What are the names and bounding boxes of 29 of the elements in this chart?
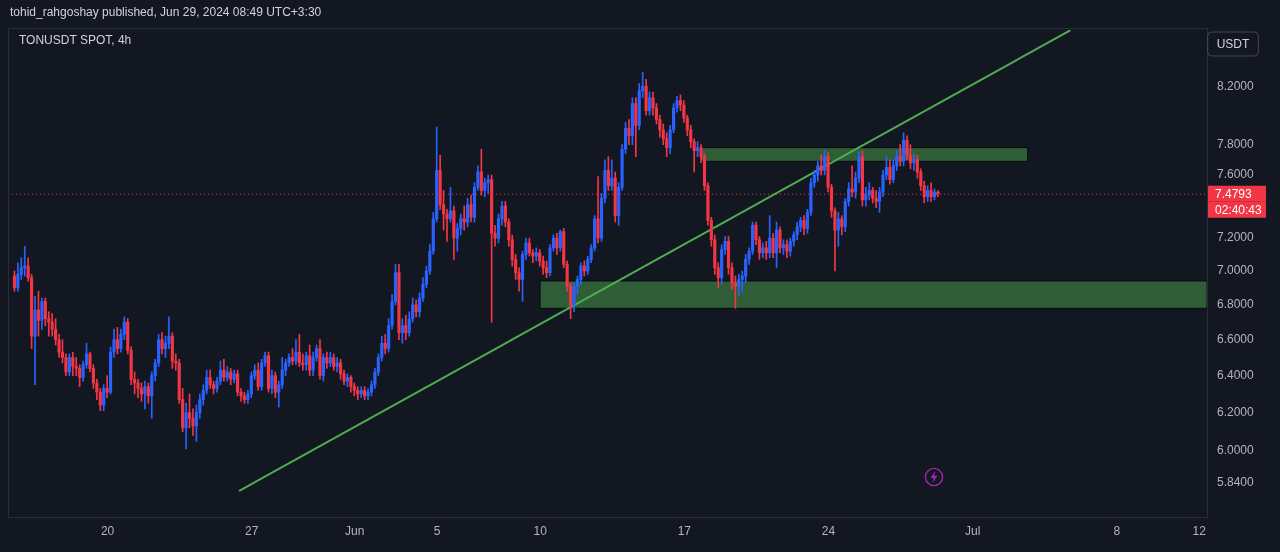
candlestick — [912, 153, 916, 171]
text: tohid_rahgoshay published, Jun 29, 2024 08:49 UTC+3:30 — [10, 5, 322, 20]
y-tick-label: 8.2000 — [1217, 78, 1255, 93]
text: TONUSDT SPOT, 4h — [19, 33, 132, 48]
y-tick-label: 6.6000 — [1217, 332, 1255, 347]
x-tick-label: 5 — [433, 523, 441, 538]
y-axis-title: USDT — [1216, 36, 1250, 51]
y-tick-label: 7.6000 — [1217, 167, 1255, 182]
x-tick-label: 10 — [533, 523, 548, 538]
x-tick-label: 17 — [677, 523, 692, 538]
ref-line-label: 7.4793 — [1215, 186, 1253, 201]
y-tick-label: 6.8000 — [1217, 297, 1255, 312]
x-tick-label: Jun — [345, 523, 365, 538]
x-tick-label: Jul — [965, 523, 981, 538]
candlestick — [610, 159, 614, 191]
y-tick-label: 6.0000 — [1217, 443, 1255, 458]
x-tick-label: 27 — [245, 523, 259, 538]
y-tick-label: 7.0000 — [1217, 263, 1255, 278]
y-tick-label: 6.2000 — [1217, 405, 1255, 419]
x-tick-label: 24 — [821, 523, 836, 538]
x-tick-label: 8 — [1113, 523, 1121, 538]
candlestick — [486, 174, 490, 194]
y-tick-label: 6.4000 — [1217, 367, 1255, 382]
x-tick-label: 20 — [100, 523, 115, 538]
text: 02:40:43 — [1215, 202, 1263, 217]
y-tick-label: 7.2000 — [1217, 230, 1255, 245]
y-tick-label: 5.8400 — [1217, 474, 1255, 489]
x-tick-label: 12 — [1192, 523, 1207, 538]
y-tick-label: 7.8000 — [1217, 137, 1255, 151]
